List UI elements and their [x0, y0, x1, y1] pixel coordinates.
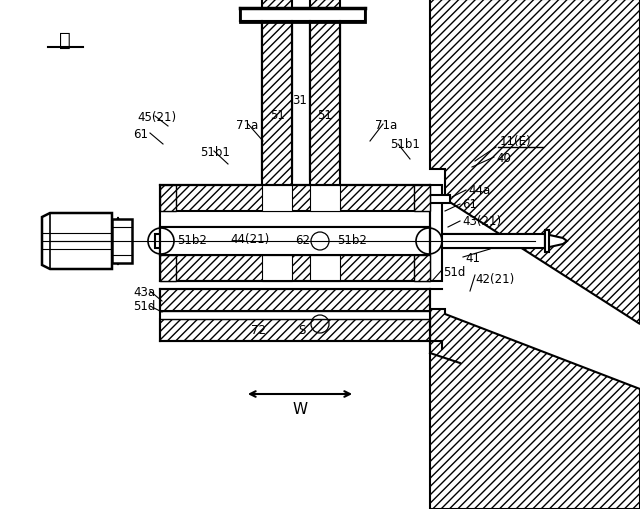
Bar — [310, 0, 340, 180]
Text: 44(21): 44(21) — [230, 233, 269, 246]
Bar — [262, 256, 292, 281]
Text: 51: 51 — [317, 108, 332, 121]
Bar — [160, 312, 430, 319]
Bar — [545, 231, 549, 252]
Text: 51d: 51d — [133, 300, 156, 313]
Text: 45(21): 45(21) — [137, 110, 176, 123]
Bar — [160, 319, 430, 342]
Bar — [161, 312, 429, 319]
Text: 43a: 43a — [133, 285, 155, 298]
Bar — [240, 9, 365, 23]
Text: 42(21): 42(21) — [475, 273, 515, 286]
Text: 71a: 71a — [375, 118, 397, 131]
Text: 40: 40 — [496, 151, 511, 164]
Bar — [310, 22, 340, 186]
Text: W: W — [292, 401, 308, 416]
Bar — [262, 186, 292, 212]
Bar — [160, 290, 430, 312]
Bar — [262, 22, 292, 186]
Text: 51b1: 51b1 — [200, 145, 230, 158]
Bar — [442, 235, 545, 248]
Text: 51d: 51d — [443, 265, 465, 278]
Polygon shape — [42, 214, 112, 269]
Text: 51b2: 51b2 — [177, 233, 207, 246]
Polygon shape — [545, 235, 567, 248]
Bar — [160, 186, 176, 212]
Text: 43(21): 43(21) — [462, 215, 501, 228]
Bar — [160, 256, 430, 281]
Bar — [310, 186, 340, 212]
Bar — [160, 186, 430, 212]
Text: R: R — [97, 235, 107, 248]
Bar — [160, 228, 430, 256]
Text: 51: 51 — [271, 108, 285, 121]
Text: 左: 左 — [59, 31, 71, 49]
Bar — [430, 186, 442, 281]
Text: 71a: 71a — [236, 118, 259, 131]
Text: 31: 31 — [292, 93, 307, 106]
Bar — [161, 229, 429, 254]
Bar — [112, 219, 132, 264]
Text: 61: 61 — [462, 198, 477, 211]
Polygon shape — [430, 309, 640, 509]
Polygon shape — [430, 0, 640, 324]
Bar — [310, 256, 340, 281]
Text: 41: 41 — [465, 251, 480, 264]
Text: 51b2: 51b2 — [337, 233, 367, 246]
Bar — [262, 22, 292, 186]
Text: 51b1: 51b1 — [390, 138, 420, 151]
Bar — [414, 256, 430, 281]
Bar — [155, 235, 535, 248]
Text: 62: 62 — [295, 233, 310, 246]
Bar — [414, 186, 430, 212]
Bar — [262, 0, 292, 180]
Text: 44a: 44a — [468, 184, 490, 197]
Bar — [160, 256, 176, 281]
Bar — [430, 195, 450, 204]
Text: 11(E): 11(E) — [500, 135, 532, 148]
Text: S: S — [298, 323, 306, 336]
Text: 72: 72 — [250, 323, 266, 336]
Bar — [310, 22, 340, 186]
Text: 61: 61 — [133, 127, 148, 140]
